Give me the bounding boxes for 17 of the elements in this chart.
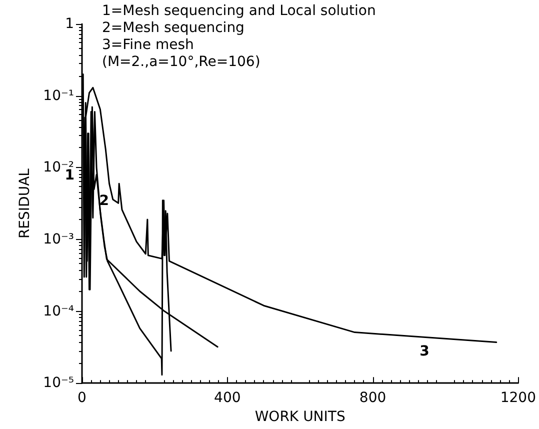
text: 1=Mesh sequencing and Local solution <box>102 3 376 19</box>
x-tick-label: 1200 <box>500 390 536 406</box>
annotation: 2=Mesh sequencing <box>102 20 244 36</box>
x-tick-label: 0 <box>78 390 86 406</box>
y-tick-label: 10⁻⁴ <box>43 303 74 320</box>
y-tick-label: 10⁻¹ <box>43 88 74 104</box>
y-axis-title: RESIDUAL <box>17 168 33 239</box>
x-tick-label: 400 <box>214 390 241 406</box>
annotation: 3=Fine mesh <box>102 37 194 53</box>
x-axis-title: WORK UNITS <box>254 409 346 425</box>
y-tick-label: 10⁻⁵ <box>43 375 74 392</box>
annotation: (M=2.,a=10°,Re=106) <box>102 54 260 70</box>
x-tick-label: 800 <box>359 390 386 406</box>
series-label: 2 <box>99 192 110 209</box>
y-tick-label: 10⁻³ <box>43 231 74 248</box>
series-label: 3 <box>420 343 430 360</box>
y-tick-label: 1 <box>65 16 74 32</box>
